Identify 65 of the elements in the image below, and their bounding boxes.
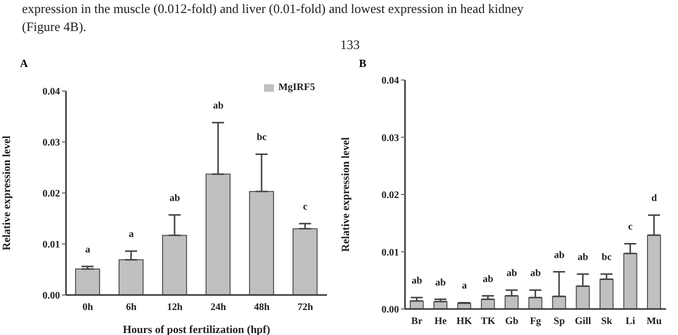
bar bbox=[118, 259, 144, 295]
y-tick-label: 0.04 bbox=[42, 86, 60, 98]
text: expression in the muscle (0.012-fold) and liver (0.01-fold) and lowest expression in head kidney bbox=[22, 0, 524, 18]
x-tick-label: Sp bbox=[554, 316, 566, 328]
y-axis-title: Relative expression level bbox=[0, 136, 13, 250]
x-tick-label: Li bbox=[626, 316, 636, 328]
annotation: ab bbox=[482, 274, 494, 285]
annotation: a bbox=[128, 229, 134, 240]
y-tick-label: 0.01 bbox=[382, 247, 399, 258]
annotation: ab bbox=[530, 268, 542, 280]
x-tick-label: Br bbox=[411, 316, 423, 328]
x-tick-label: He bbox=[434, 316, 448, 328]
annotation: ab bbox=[435, 277, 446, 288]
x-tick-label: Gill bbox=[574, 316, 592, 328]
legend-label: MgIRF5 bbox=[278, 82, 315, 93]
annotation: d bbox=[651, 193, 658, 204]
annotation: c bbox=[628, 222, 634, 233]
x-tick-label: 0h bbox=[82, 302, 94, 314]
annotation: ab bbox=[169, 192, 180, 204]
y-tick-label: 0.04 bbox=[382, 76, 399, 87]
y-tick-label: 0.00 bbox=[42, 290, 60, 302]
bar bbox=[292, 228, 318, 295]
chart-title: B bbox=[358, 58, 368, 72]
bar bbox=[623, 252, 638, 309]
bar bbox=[600, 278, 614, 309]
bar bbox=[646, 234, 661, 309]
x-tick-label: 24h bbox=[210, 302, 226, 314]
y-tick-label: 0.03 bbox=[382, 132, 399, 144]
annotation: ab bbox=[212, 100, 224, 112]
annotation: ab bbox=[412, 276, 423, 287]
chart-title: A bbox=[19, 58, 29, 72]
annotation: ab bbox=[506, 268, 518, 280]
bar bbox=[249, 190, 274, 295]
y-tick-label: 0.02 bbox=[382, 190, 399, 202]
x-tick-label: 48h bbox=[254, 302, 270, 314]
text: (Figure 4B). bbox=[22, 18, 88, 36]
bar bbox=[504, 295, 519, 309]
bar bbox=[75, 268, 100, 295]
annotation: a bbox=[85, 244, 90, 256]
x-tick-label: Mu bbox=[646, 316, 662, 328]
y-tick-label: 0.03 bbox=[42, 138, 60, 149]
annotation: bc bbox=[602, 252, 612, 264]
y-axis-title: Relative expression level bbox=[340, 137, 352, 252]
x-axis-title: Hours of post fertilization (hpf) bbox=[122, 324, 270, 335]
annotation: c bbox=[303, 202, 308, 213]
text: 133 bbox=[339, 36, 361, 54]
bar bbox=[206, 174, 231, 295]
bar bbox=[552, 296, 566, 309]
x-tick-label: Sk bbox=[601, 316, 613, 328]
x-tick-label: TK bbox=[480, 316, 496, 328]
y-tick-label: 0.01 bbox=[42, 240, 60, 251]
x-tick-label: 72h bbox=[297, 302, 314, 314]
x-tick-label: 6h bbox=[126, 302, 137, 314]
x-tick-label: HK bbox=[456, 316, 472, 328]
annotation: ab bbox=[554, 250, 565, 261]
y-tick-label: 0.00 bbox=[382, 304, 399, 316]
y-tick-label: 0.02 bbox=[42, 188, 60, 200]
annotation: a bbox=[462, 280, 467, 292]
bar bbox=[576, 286, 590, 309]
x-tick-label: Gb bbox=[505, 316, 519, 328]
annotation: ab bbox=[578, 252, 589, 264]
annotation: bc bbox=[256, 132, 268, 144]
x-tick-label: 12h bbox=[166, 302, 183, 314]
x-tick-label: Fg bbox=[530, 316, 542, 328]
bar bbox=[162, 234, 188, 295]
